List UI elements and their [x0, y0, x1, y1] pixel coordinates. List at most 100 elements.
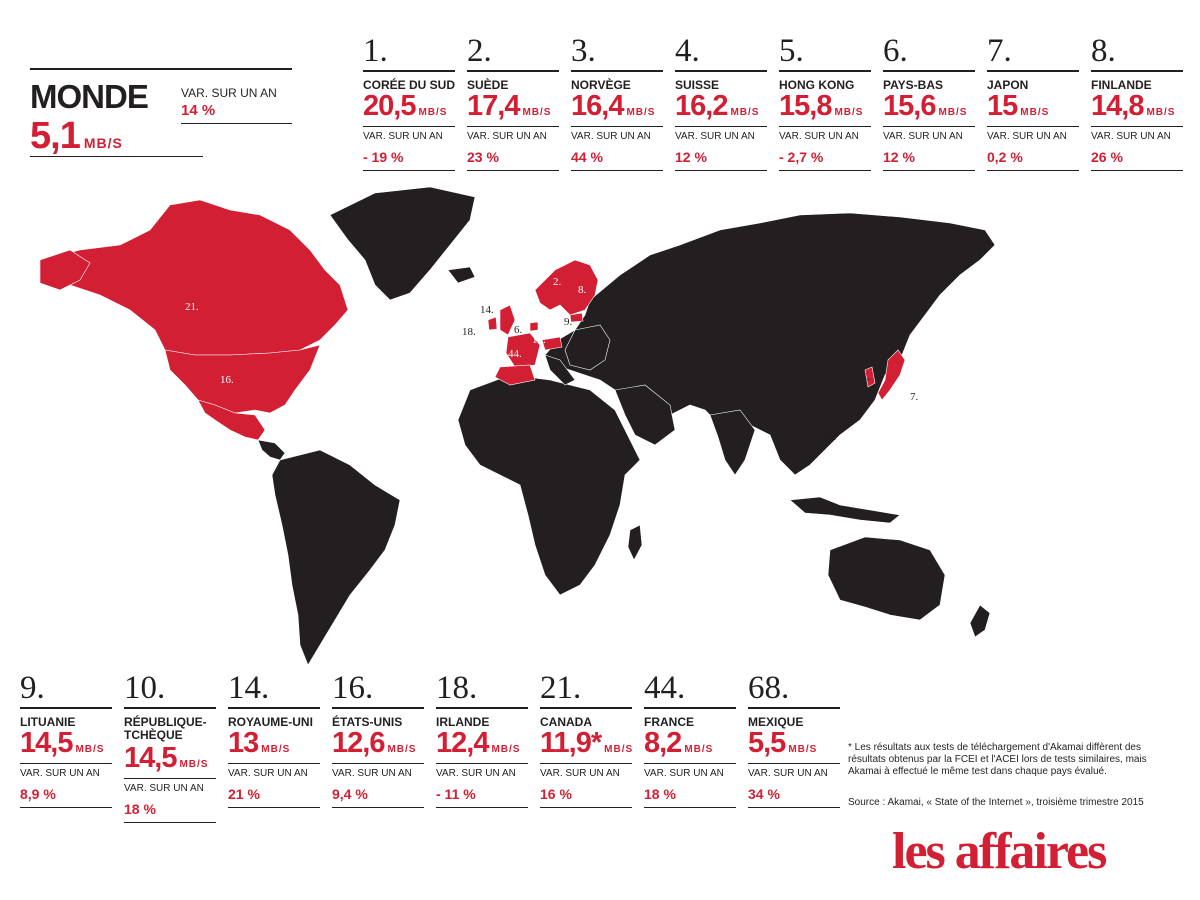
var-value: 0,2 %	[987, 149, 1023, 165]
top-rule	[30, 68, 292, 70]
speed-unit: MB/S	[604, 744, 634, 755]
speed-value: 17,4 MB/S	[467, 92, 551, 127]
rank-rule	[779, 70, 871, 72]
iceland-shape	[447, 266, 476, 284]
world-speed-unit: MB/S	[83, 135, 123, 151]
speed-number: 13	[228, 727, 259, 759]
divider	[20, 807, 112, 808]
speed-number: 8,2	[644, 727, 682, 759]
speed-value: 15,6 MB/S	[883, 92, 967, 127]
rank-number: 2.	[467, 33, 492, 69]
rank-rule	[332, 707, 424, 709]
speed-unit: MB/S	[684, 744, 714, 755]
divider	[987, 126, 1079, 127]
divider	[124, 778, 216, 779]
new-zealand-shape	[969, 604, 991, 638]
rank-rule	[124, 707, 216, 709]
country-name: HONG KONG	[779, 78, 855, 92]
netherlands-shape	[529, 321, 539, 332]
rank-number: 44.	[644, 670, 686, 706]
rank-number: 14.	[228, 670, 270, 706]
speed-unit: MB/S	[626, 107, 656, 118]
divider	[540, 763, 632, 764]
country-name: SUISSE	[675, 78, 720, 92]
var-value: 21 %	[228, 786, 260, 802]
var-label: VAR. SUR UN AN	[124, 783, 204, 794]
speed-number: 15,6	[883, 90, 936, 122]
rank-rule	[363, 70, 455, 72]
rank-number: 1.	[363, 33, 388, 69]
rank-number: 5.	[779, 33, 804, 69]
divider	[675, 126, 767, 127]
rank-number: 3.	[571, 33, 596, 69]
madagascar-shape	[627, 524, 643, 561]
divider	[883, 126, 975, 127]
var-value: 12 %	[883, 149, 915, 165]
central-europe-shape	[541, 336, 563, 351]
country-name: IRLANDE	[436, 715, 490, 729]
rank-rule	[675, 70, 767, 72]
speed-value: 12,6 MB/S	[332, 729, 416, 764]
speed-unit: MB/S	[387, 744, 417, 755]
india-shape	[709, 409, 756, 476]
speed-number: 14,5	[124, 742, 177, 774]
speed-unit: MB/S	[1146, 107, 1176, 118]
var-value: 8,9 %	[20, 786, 56, 802]
speed-number: 11,9*	[540, 727, 602, 759]
var-label: VAR. SUR UN AN	[748, 768, 828, 779]
rank-number: 7.	[987, 33, 1012, 69]
country-name: PAYS-BAS	[883, 78, 944, 92]
speed-unit: MB/S	[75, 744, 105, 755]
speed-number: 17,4	[467, 90, 520, 122]
rank-number: 21.	[540, 670, 582, 706]
country-name: ROYAUME-UNI	[228, 715, 313, 729]
speed-number: 14,5	[20, 727, 73, 759]
world-var-label: VAR. SUR UN AN	[181, 86, 277, 100]
map-label-2: 2.	[553, 276, 562, 288]
map-label-8: 8.	[578, 284, 587, 296]
map-label-68: 68.	[212, 426, 226, 438]
speed-value: 16,4 MB/S	[571, 92, 655, 127]
canada-shape	[39, 199, 349, 356]
divider	[467, 126, 559, 127]
divider	[124, 822, 216, 823]
alaska-shape	[39, 249, 91, 291]
rank-number: 18.	[436, 670, 478, 706]
divider	[748, 763, 840, 764]
var-label: VAR. SUR UN AN	[675, 131, 755, 142]
divider	[30, 156, 203, 157]
speed-value: 5,5 MB/S	[748, 729, 817, 764]
iberia-shape	[494, 364, 536, 386]
speed-value: 8,2 MB/S	[644, 729, 713, 764]
map-label-10: 10.	[532, 334, 546, 346]
divider	[228, 807, 320, 808]
speed-value: 14,5 MB/S	[124, 744, 208, 779]
divider	[644, 763, 736, 764]
speed-number: 20,5	[363, 90, 416, 122]
korea-shape	[864, 366, 876, 388]
map-label-5: 5.	[828, 431, 837, 443]
var-label: VAR. SUR UN AN	[987, 131, 1067, 142]
speed-value: 20,5 MB/S	[363, 92, 447, 127]
scandinavia-shape	[534, 259, 599, 316]
rank-rule	[987, 70, 1079, 72]
speed-number: 16,2	[675, 90, 728, 122]
var-value: - 2,7 %	[779, 149, 824, 165]
south-america-shape	[271, 449, 401, 666]
country-name: RÉPUBLIQUE- TCHÈQUE	[124, 715, 207, 742]
divider	[1091, 170, 1183, 171]
country-name: JAPON	[987, 78, 1029, 92]
country-name: NORVÈGE	[571, 78, 631, 92]
arabia-shape	[614, 384, 676, 446]
map-label-6: 6.	[514, 324, 523, 336]
map-label-18: 18.	[462, 326, 476, 338]
speed-number: 14,8	[1091, 90, 1144, 122]
divider	[467, 170, 559, 171]
divider	[644, 807, 736, 808]
italy-shape	[544, 354, 576, 386]
rank-number: 6.	[883, 33, 908, 69]
map-label-9: 9.	[564, 316, 573, 328]
divider	[332, 763, 424, 764]
rank-rule	[467, 70, 559, 72]
map-label-21: 21.	[185, 301, 199, 313]
